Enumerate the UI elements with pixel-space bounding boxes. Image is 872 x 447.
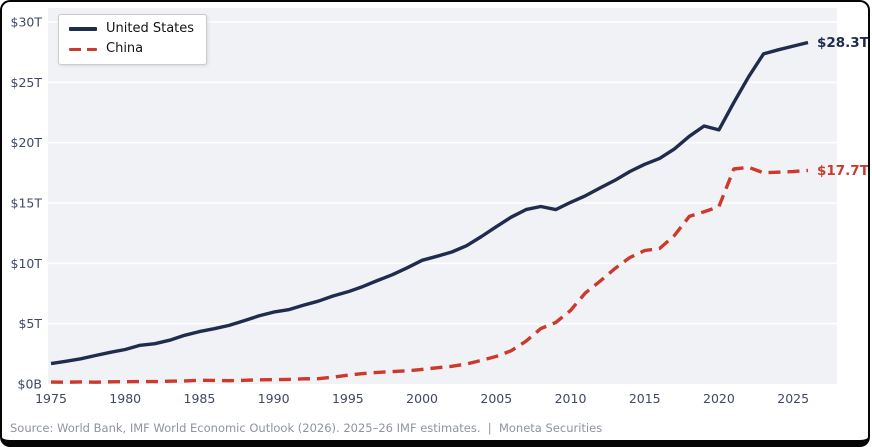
- x-axis-tick-label: 1990: [258, 391, 290, 406]
- china-end-value-label: $17.7T: [817, 163, 868, 179]
- x-axis-tick-label: 1995: [332, 391, 364, 406]
- source-attribution: Source: World Bank, IMF World Economic O…: [10, 421, 603, 435]
- y-axis-tick-label: $20T: [11, 135, 43, 150]
- us-line-swatch-icon: [69, 27, 97, 31]
- x-axis-tick-label: 2025: [777, 391, 809, 406]
- x-axis-tick-label: 1980: [109, 391, 141, 406]
- x-axis-tick-label: 1985: [184, 391, 216, 406]
- x-axis-tick-label: 2005: [480, 391, 512, 406]
- us-gdp-line: [50, 40, 809, 366]
- y-axis-tick-label: $0B: [18, 377, 42, 392]
- legend-item-united-states: United States: [69, 21, 195, 36]
- legend-label-china: China: [106, 41, 144, 57]
- y-axis-tick-label: $30T: [11, 15, 43, 30]
- legend-item-china: China: [69, 41, 194, 57]
- x-axis-tick-label: 2020: [703, 391, 735, 406]
- x-axis-tick-label: 2000: [406, 391, 438, 406]
- y-axis-tick-label: $15T: [11, 196, 43, 211]
- us-end-value-label: $28.3T: [817, 35, 868, 51]
- x-axis-tick-label: 2010: [555, 391, 587, 406]
- y-axis-tick-label: $25T: [11, 75, 43, 90]
- y-axis-tick-label: $5T: [18, 316, 42, 331]
- chart-legend: United States China: [58, 14, 208, 65]
- legend-label-united-states: United States: [106, 21, 195, 36]
- plot-area: [48, 8, 837, 384]
- china-line-swatch-icon: [69, 47, 97, 52]
- chart-svg: $0B $5T $10T $15T $20T $25T $30T 1975 1980 1985 19…: [11, 8, 868, 406]
- x-axis-tick-label: 1975: [35, 391, 67, 406]
- x-axis-tick-label: 2015: [629, 391, 661, 406]
- y-axis-tick-label: $10T: [11, 256, 43, 271]
